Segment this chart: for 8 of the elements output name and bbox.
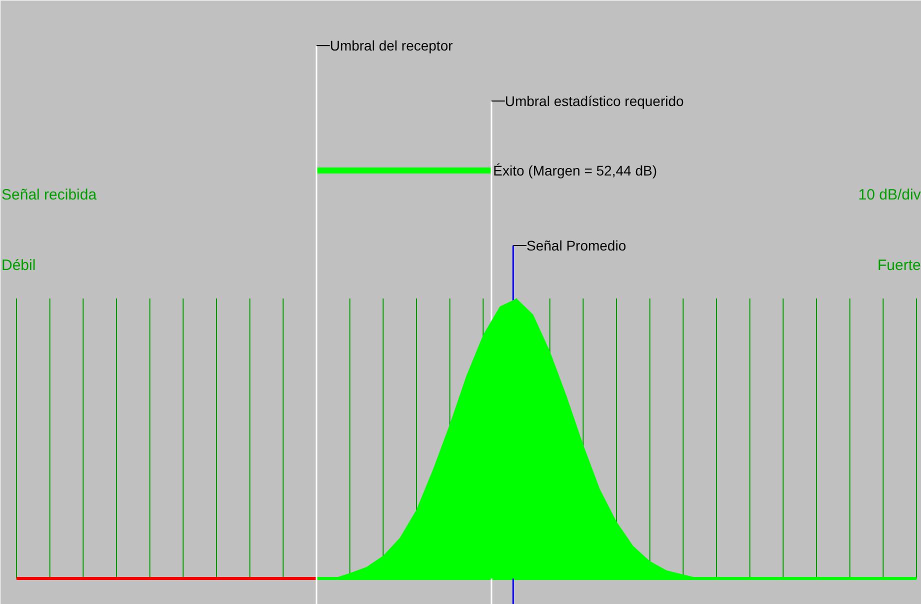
- text: Umbral del receptor: [330, 38, 454, 54]
- text: Fuerte: [877, 256, 921, 274]
- text: Umbral estadístico requerido: [504, 93, 684, 110]
- text: Señal Promedio: [526, 238, 626, 254]
- text: 10 dB/div: [858, 186, 921, 204]
- text: Señal recibida: [2, 186, 98, 204]
- text: Débil: [2, 256, 36, 274]
- text: Éxito (Margen = 52,44 dB): [493, 162, 657, 178]
